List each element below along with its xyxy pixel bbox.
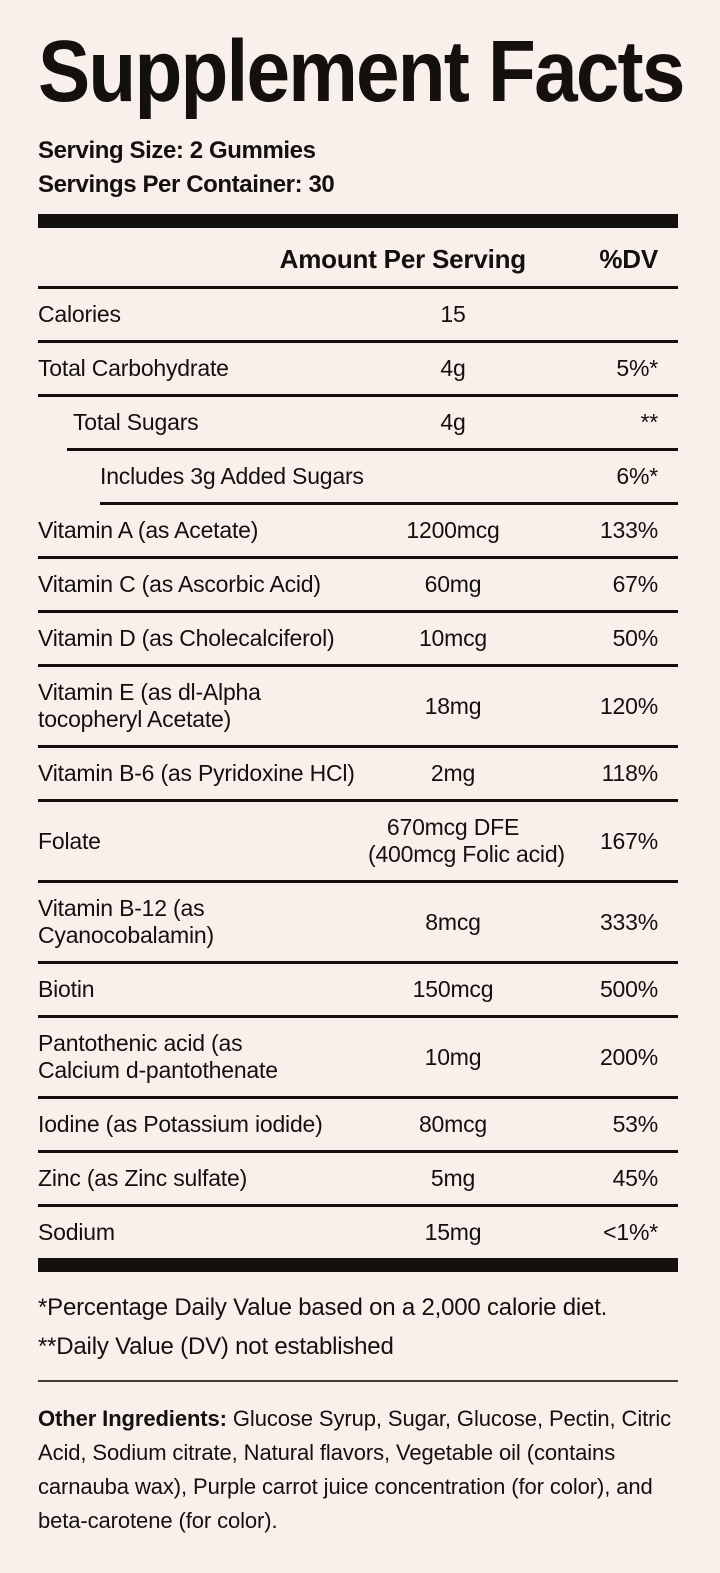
- nutrient-dv: 118%: [601, 760, 659, 786]
- footnote-dv-not-established: **Daily Value (DV) not established: [38, 1333, 394, 1360]
- table-row: Folate 670mcg DFE (400mcg Folic acid) 16…: [38, 802, 678, 883]
- column-header-amount-per-serving: Amount Per Serving: [279, 244, 527, 274]
- serving-size: Serving Size: 2 Gummies: [38, 137, 316, 164]
- nutrient-dv: 45%: [612, 1165, 659, 1191]
- divider-thick-top: [38, 214, 678, 228]
- table-row: Vitamin A (as Acetate) 1200mcg 133%: [38, 505, 678, 559]
- nutrient-name: Iodine (as Potassium iodide): [38, 1111, 323, 1137]
- nutrient-dv: 5%*: [616, 355, 658, 381]
- divider-thick-bottom: [38, 1258, 678, 1272]
- nutrient-name: Vitamin D (as Cholecalciferol): [38, 625, 335, 651]
- table-row: Vitamin B-12 (as Cyanocobalamin) 8mcg 33…: [38, 883, 678, 964]
- table-row: Pantothenic acid (as Calcium d-pantothen…: [38, 1018, 678, 1099]
- nutrient-dv: 50%: [612, 625, 659, 651]
- serving-info: Serving Size: 2 Gummies Servings Per Con…: [38, 134, 678, 202]
- table-row: Vitamin B-6 (as Pyridoxine HCl) 2mg 118%: [38, 748, 678, 802]
- footnotes: *Percentage Daily Value based on a 2,000…: [38, 1272, 678, 1366]
- nutrient-name: Pantothenic acid (as Calcium d-pantothen…: [38, 1030, 278, 1083]
- nutrient-amount: 18mg: [424, 692, 482, 719]
- nutrient-dv: 333%: [599, 908, 658, 935]
- nutrient-amount: 4g: [440, 409, 466, 435]
- nutrient-amount: 670mcg DFE (400mcg Folic acid): [368, 814, 565, 867]
- nutrient-name: Vitamin B-12 (as Cyanocobalamin): [38, 895, 214, 948]
- table-row: Iodine (as Potassium iodide) 80mcg 53%: [38, 1099, 678, 1153]
- other-ingredients-label: Other Ingredients:: [38, 1406, 227, 1431]
- nutrient-name: Includes 3g Added Sugars: [100, 463, 364, 489]
- nutrient-dv: <1%*: [603, 1219, 658, 1245]
- nutrient-dv: 167%: [599, 827, 658, 854]
- table-row: Total Sugars 4g **: [67, 397, 678, 451]
- nutrient-dv: 53%: [612, 1111, 659, 1137]
- nutrient-name: Calories: [38, 301, 121, 327]
- table-row: Sodium 15mg <1%*: [38, 1207, 678, 1258]
- nutrient-name: Vitamin E (as dl-Alpha tocopheryl Acetat…: [38, 679, 261, 732]
- divider-thin: [38, 1380, 678, 1382]
- nutrient-name: Vitamin C (as Ascorbic Acid): [38, 571, 321, 597]
- nutrient-dv: 120%: [599, 692, 658, 719]
- nutrient-amount: 150mcg: [412, 976, 494, 1002]
- footnote-daily-value: *Percentage Daily Value based on a 2,000…: [38, 1294, 608, 1321]
- nutrient-table: Calories 15 Total Carbohydrate 4g 5%* To…: [38, 289, 678, 1258]
- nutrient-amount: 1200mcg: [406, 517, 500, 543]
- nutrient-amount: 5mg: [430, 1165, 476, 1191]
- table-row: Total Carbohydrate 4g 5%*: [38, 343, 678, 397]
- nutrient-dv: 67%: [612, 571, 659, 597]
- nutrient-amount: 80mcg: [418, 1111, 488, 1137]
- column-header-dv: %DV: [599, 244, 658, 274]
- table-row: Includes 3g Added Sugars 6%*: [100, 451, 678, 505]
- label-title: Supplement Facts: [38, 23, 685, 120]
- nutrient-dv: 500%: [599, 976, 658, 1002]
- nutrient-dv: 6%*: [616, 463, 658, 489]
- table-row: Biotin 150mcg 500%: [38, 964, 678, 1018]
- table-row: Vitamin D (as Cholecalciferol) 10mcg 50%: [38, 613, 678, 667]
- nutrient-name: Zinc (as Zinc sulfate): [38, 1165, 248, 1191]
- nutrient-name: Total Sugars: [73, 409, 199, 435]
- other-ingredients: Other Ingredients: Glucose Syrup, Sugar,…: [38, 1402, 678, 1538]
- nutrient-dv: 200%: [599, 1043, 658, 1070]
- nutrient-name: Vitamin B-6 (as Pyridoxine HCl): [38, 760, 355, 786]
- nutrient-amount: 4g: [440, 355, 466, 381]
- nutrient-amount: 15mg: [424, 1219, 482, 1245]
- nutrient-name: Biotin: [38, 976, 95, 1002]
- nutrient-amount: 2mg: [430, 760, 476, 786]
- nutrient-dv: **: [640, 409, 658, 435]
- nutrient-amount: 60mg: [424, 571, 482, 597]
- nutrient-name: Folate: [38, 827, 101, 854]
- nutrient-name: Total Carbohydrate: [38, 355, 229, 381]
- nutrient-amount: 8mcg: [425, 908, 481, 935]
- table-row: Calories 15: [38, 289, 678, 343]
- supplement-facts-label: Supplement Facts Serving Size: 2 Gummies…: [0, 24, 720, 1538]
- other-ingredients-text: Glucose Syrup, Sugar, Glucose, Pectin, C…: [38, 1406, 672, 1533]
- nutrient-name: Vitamin A (as Acetate): [38, 517, 259, 543]
- table-row: Vitamin C (as Ascorbic Acid) 60mg 67%: [38, 559, 678, 613]
- nutrient-amount: 10mg: [424, 1043, 482, 1070]
- table-row: Zinc (as Zinc sulfate) 5mg 45%: [38, 1153, 678, 1207]
- table-header-row: Amount Per Serving %DV: [38, 228, 678, 289]
- servings-per-container: Servings Per Container: 30: [38, 171, 335, 198]
- nutrient-name: Sodium: [38, 1219, 115, 1245]
- table-row: Vitamin E (as dl-Alpha tocopheryl Acetat…: [38, 667, 678, 748]
- nutrient-amount: 10mcg: [418, 625, 488, 651]
- nutrient-dv: 133%: [599, 517, 658, 543]
- nutrient-amount: 15: [440, 301, 466, 327]
